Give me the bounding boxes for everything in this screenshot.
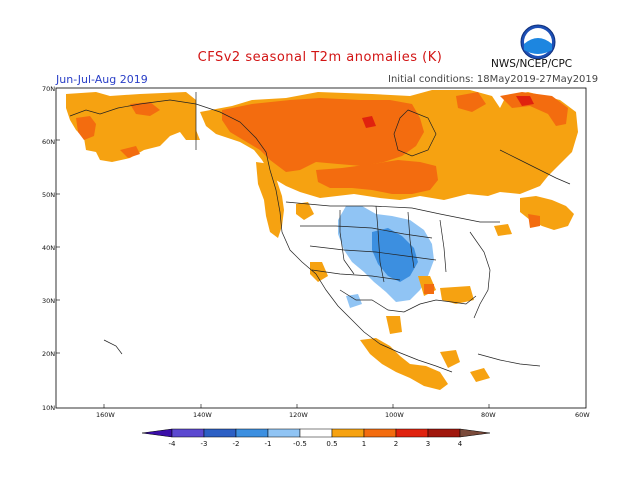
greenland-hot-core [516, 96, 534, 106]
florida-warm [440, 286, 474, 304]
lat-label: 10N [42, 404, 55, 412]
lat-label: 30N [42, 297, 55, 305]
alaska-north-core [130, 102, 160, 116]
new-england-warm [528, 214, 540, 228]
pacific-coast-warm [256, 162, 284, 238]
gulf-hot-patch [424, 284, 434, 294]
mexico-warm [360, 338, 448, 390]
lon-label: 80W [481, 411, 496, 419]
pacific-northwest-warm [296, 202, 314, 220]
lat-label: 40N [42, 244, 55, 252]
greenland-coast-warm [500, 92, 568, 126]
alaska-southeast-core [120, 146, 140, 158]
alaska-warm-core [76, 116, 96, 140]
map-title: CFSv2 seasonal T2m anomalies (K) [197, 50, 443, 65]
lat-label: 50N [42, 191, 55, 199]
anomaly-fill-layer [66, 90, 578, 390]
lat-label: 20N [42, 350, 55, 358]
alaska-region [66, 92, 200, 162]
noaa-logo-icon [520, 24, 556, 60]
lon-label: 160W [96, 411, 115, 419]
longitude-labels: 160W 140W 120W 100W 80W 60W [96, 411, 590, 419]
texas-cool-patch [346, 294, 362, 308]
lon-label: 120W [289, 411, 308, 419]
central-us-cool-core [372, 228, 418, 282]
caribbean-warm [470, 368, 490, 382]
agency-label-top: NWS/NCEP/CPC [491, 58, 573, 70]
lon-label: 100W [385, 411, 404, 419]
labrador-patch [456, 92, 486, 112]
lat-label: 70N [42, 85, 55, 93]
lat-label: 60N [42, 138, 55, 146]
gulf-warm [386, 316, 402, 334]
latitude-labels: 70N 60N 50N 40N 30N 20N 10N [42, 85, 55, 412]
season-label: Jun-Jul-Aug 2019 [56, 73, 148, 86]
southwest-warm [310, 262, 328, 282]
northeast-coast-warm [494, 224, 512, 236]
initial-conditions-label: Initial conditions: 18May2019-27May2019 [388, 74, 599, 85]
lon-label: 140W [193, 411, 212, 419]
central-america-warm [440, 350, 460, 368]
map-frame [55, 87, 587, 409]
hudson-warm-patch [362, 116, 376, 128]
axis-ticks [56, 139, 490, 408]
northern-canada-warm [222, 98, 424, 172]
central-canada-warm [316, 160, 438, 194]
lon-label: 60W [575, 411, 590, 419]
coastlines [69, 92, 571, 373]
